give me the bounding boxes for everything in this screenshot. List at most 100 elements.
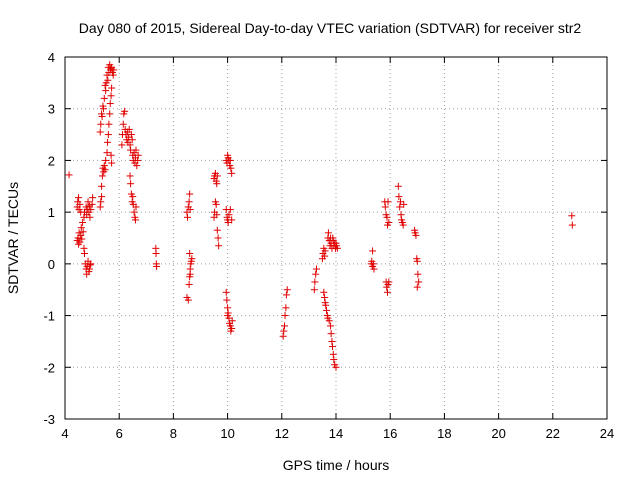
data-point: [321, 293, 329, 301]
data-point: [383, 288, 391, 296]
data-point: [281, 322, 289, 330]
data-point: [226, 156, 234, 164]
y-tick-label: -2: [43, 360, 55, 375]
data-point: [98, 182, 106, 190]
y-tick-label: 2: [48, 153, 55, 168]
data-point: [106, 100, 114, 108]
data-point: [321, 247, 329, 255]
data-point: [108, 159, 116, 167]
y-tick-label: 1: [48, 205, 55, 220]
x-tick-label: 16: [383, 426, 397, 441]
data-point: [321, 252, 329, 260]
data-point: [98, 172, 106, 180]
data-point: [282, 304, 290, 312]
data-point: [80, 244, 88, 252]
data-point: [213, 211, 221, 219]
x-tick-label: 22: [546, 426, 560, 441]
data-point: [186, 206, 194, 214]
data-point: [105, 120, 113, 128]
y-tick-label: -1: [43, 309, 55, 324]
data-point: [213, 172, 221, 180]
data-point: [100, 94, 108, 102]
data-point: [107, 92, 115, 100]
data-point: [96, 128, 104, 136]
data-point: [186, 270, 194, 278]
data-point: [130, 208, 138, 216]
data-point: [127, 131, 135, 139]
data-point: [98, 193, 106, 201]
data-point: [134, 151, 142, 159]
data-point: [65, 171, 73, 179]
data-point: [121, 107, 129, 115]
data-point: [224, 218, 232, 226]
data-point: [322, 301, 330, 309]
data-point: [186, 250, 194, 258]
data-point: [327, 330, 335, 338]
y-tick-label: 4: [48, 50, 55, 65]
chart-title: Day 080 of 2015, Sidereal Day-to-day VTE…: [79, 20, 582, 36]
data-point: [381, 203, 389, 211]
data-point: [329, 350, 337, 358]
data-point: [412, 231, 420, 239]
data-point: [325, 317, 333, 325]
data-point: [328, 343, 336, 351]
data-point: [213, 226, 221, 234]
data-point: [228, 325, 236, 332]
data-point: [279, 332, 287, 340]
data-point: [184, 296, 192, 304]
data-point: [104, 76, 112, 84]
data-point: [323, 306, 331, 314]
data-point: [226, 206, 234, 214]
data-point: [79, 218, 87, 226]
data-point: [86, 213, 94, 221]
data-point: [222, 288, 230, 296]
data-point: [100, 162, 108, 170]
data-point: [320, 288, 328, 296]
data-point: [128, 136, 136, 144]
data-point: [104, 131, 112, 139]
data-point: [369, 247, 377, 255]
data-point: [214, 234, 222, 242]
data-point: [397, 211, 405, 219]
x-tick-label: 20: [491, 426, 505, 441]
data-point: [133, 162, 141, 170]
y-tick-label: -3: [43, 412, 55, 427]
data-point: [126, 172, 134, 180]
data-point: [132, 146, 140, 154]
data-point: [185, 198, 193, 206]
data-point: [215, 242, 223, 250]
data-point: [330, 356, 338, 364]
data-point: [228, 317, 236, 325]
data-point: [395, 193, 403, 201]
x-tick-label: 12: [275, 426, 289, 441]
data-point: [98, 112, 106, 120]
data-point: [213, 180, 221, 188]
data-point: [228, 216, 236, 224]
data-point: [212, 200, 220, 208]
data-point: [383, 213, 391, 221]
data-point: [185, 281, 193, 289]
data-point: [228, 169, 236, 177]
data-point: [281, 312, 289, 320]
data-point: [85, 265, 93, 273]
data-point: [384, 198, 392, 206]
ticks-layer: [64, 56, 608, 420]
x-tick-label: 14: [329, 426, 343, 441]
data-point: [414, 270, 422, 278]
data-point: [186, 190, 194, 198]
data-point: [385, 218, 393, 226]
data-point: [369, 260, 377, 268]
data-point: [282, 291, 290, 299]
data-point: [87, 206, 95, 214]
data-point: [224, 304, 232, 312]
data-point: [227, 164, 235, 172]
data-point: [87, 260, 95, 268]
data-point: [103, 149, 111, 157]
data-point: [97, 120, 105, 128]
data-point: [328, 337, 336, 345]
data-point: [568, 212, 576, 220]
data-point: [152, 250, 160, 258]
data-point: [396, 203, 404, 211]
x-tick-labels: 4 6 8 10 12 14 16 18 20 22 24: [61, 426, 614, 441]
x-tick-label: 4: [61, 426, 68, 441]
